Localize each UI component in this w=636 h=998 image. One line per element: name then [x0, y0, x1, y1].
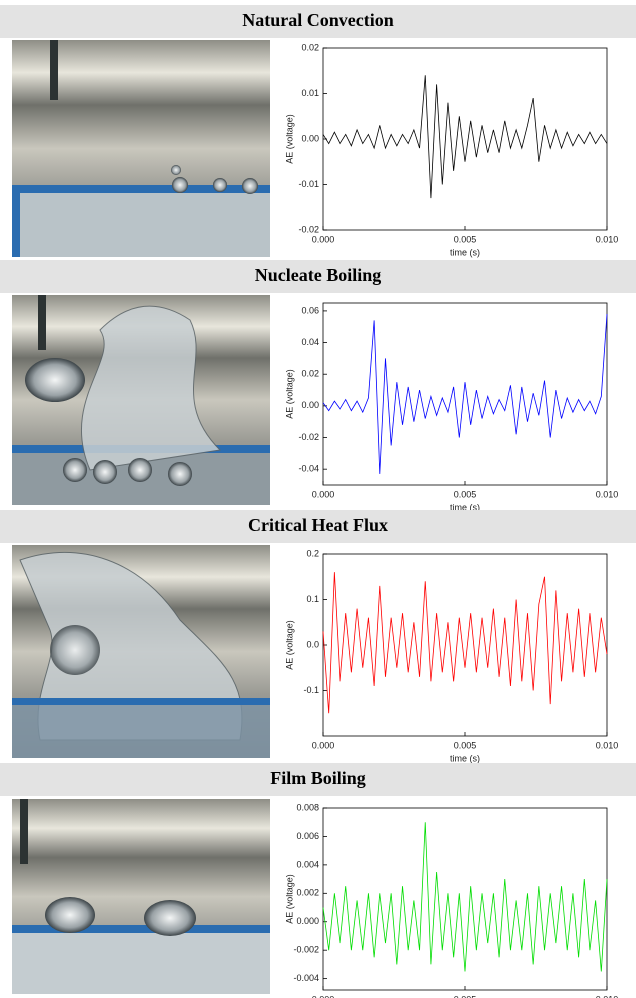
y-tick-label: 0.00	[301, 400, 319, 410]
x-tick-label: 0.010	[596, 994, 619, 998]
x-tick-label: 0.010	[596, 489, 619, 499]
y-tick-label: -0.04	[298, 464, 319, 474]
signal-line	[323, 572, 607, 713]
signal-line	[323, 75, 607, 198]
y-tick-label: 0.00	[301, 133, 319, 143]
x-tick-label: 0.000	[312, 994, 335, 998]
y-tick-label: 0.0	[306, 639, 319, 649]
x-tick-label: 0.005	[454, 740, 477, 750]
x-tick-label: 0.000	[312, 740, 335, 750]
y-tick-label: -0.002	[293, 945, 319, 955]
y-tick-label: 0.000	[296, 916, 319, 926]
y-tick-label: 0.004	[296, 859, 319, 869]
x-tick-label: 0.005	[454, 234, 477, 244]
photo	[12, 295, 270, 505]
y-axis-label: AE (voltage)	[284, 874, 294, 924]
y-tick-label: 0.02	[301, 369, 319, 379]
y-axis-label: AE (voltage)	[284, 369, 294, 419]
x-axis-label: time (s)	[450, 753, 480, 763]
y-tick-label: 0.008	[296, 802, 319, 812]
panel-title: Nucleate Boiling	[255, 265, 382, 285]
panel-title: Critical Heat Flux	[248, 515, 388, 535]
figure: Natural Convection -0.02 -0.01 0.00 0.01 0.02…	[0, 0, 636, 998]
x-tick-label: 0.000	[312, 234, 335, 244]
photo	[12, 40, 270, 257]
y-tick-label: 0.2	[306, 548, 319, 558]
plot-frame	[323, 303, 607, 485]
x-tick-label: 0.005	[454, 994, 477, 998]
y-tick-label: 0.04	[301, 337, 319, 347]
panel-title: Natural Convection	[242, 10, 394, 30]
signal-line	[323, 314, 607, 474]
y-axis-label: AE (voltage)	[284, 114, 294, 164]
y-tick-label: -0.01	[298, 179, 319, 189]
y-tick-label: 0.1	[306, 594, 319, 604]
panel-title: Film Boiling	[270, 768, 366, 788]
page: {"chart_data": [ {"type": "line", "title…	[0, 0, 636, 998]
y-tick-label: 0.02	[301, 42, 319, 52]
y-tick-label: -0.004	[293, 973, 319, 983]
x-tick-label: 0.010	[596, 234, 619, 244]
signal-line	[323, 822, 607, 971]
y-tick-label: -0.02	[298, 224, 319, 234]
plot-frame	[323, 808, 607, 990]
y-tick-label: -0.1	[303, 685, 319, 695]
x-tick-label: 0.005	[454, 489, 477, 499]
y-tick-label: 0.002	[296, 888, 319, 898]
photo	[12, 545, 270, 758]
y-tick-label: 0.01	[301, 88, 319, 98]
photo	[12, 799, 270, 994]
y-tick-label: 0.06	[301, 305, 319, 315]
y-tick-label: -0.02	[298, 432, 319, 442]
x-tick-label: 0.000	[312, 489, 335, 499]
y-axis-label: AE (voltage)	[284, 620, 294, 670]
x-axis-label: time (s)	[450, 247, 480, 257]
y-tick-label: 0.006	[296, 831, 319, 841]
x-tick-label: 0.010	[596, 740, 619, 750]
